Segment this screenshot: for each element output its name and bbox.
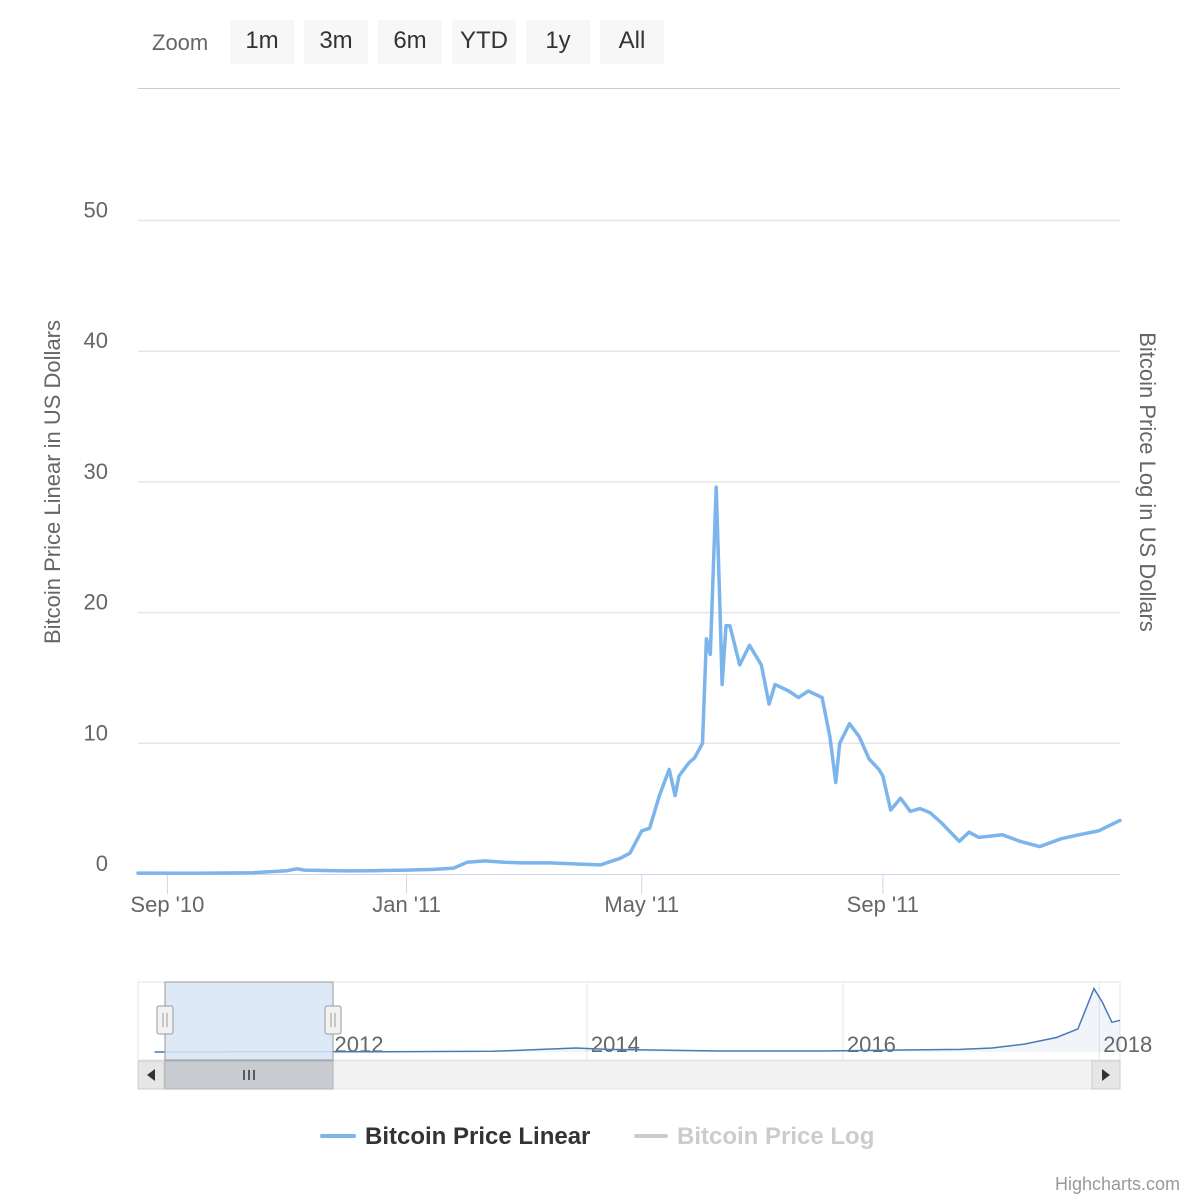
x-axis: Sep '10 Jan '11 May '11 Sep '11 xyxy=(130,874,1120,917)
legend-item-bitcoin-price-linear[interactable]: Bitcoin Price Linear xyxy=(320,1123,590,1150)
zoom-button-3m[interactable]: 3m xyxy=(304,20,368,64)
legend-label-log[interactable]: Bitcoin Price Log xyxy=(677,1123,874,1150)
zoom-button-1y-label[interactable]: 1y xyxy=(545,27,570,54)
y-gridlines xyxy=(138,219,1120,745)
navigator-selected-range[interactable] xyxy=(164,981,334,1061)
zoom-button-6m[interactable]: 6m xyxy=(378,20,442,64)
navigator-series-line xyxy=(154,986,1121,1053)
navigator-tick-label-2018: 2018 xyxy=(1103,1032,1152,1057)
navigator-gridlines: 2012 2014 2016 2018 xyxy=(330,982,1152,1060)
scrollbar-right-button[interactable] xyxy=(1091,1060,1121,1090)
zoom-button-all-bg[interactable] xyxy=(600,20,664,64)
zoom-button-6m-label[interactable]: 6m xyxy=(393,27,426,54)
zoom-button-ytd-label[interactable]: YTD xyxy=(460,27,508,54)
scroll-left-arrow-icon xyxy=(147,1069,155,1081)
navigator-series-area xyxy=(138,988,1120,1052)
scroll-right-arrow-icon xyxy=(1102,1069,1110,1081)
y-tick-label-40: 40 xyxy=(84,328,108,353)
zoom-button-all[interactable]: All xyxy=(600,20,664,64)
range-selector: Zoom 1m 3m 6m YTD 1y All xyxy=(152,20,664,64)
zoom-button-1y-bg[interactable] xyxy=(526,20,590,64)
zoom-button-3m-label[interactable]: 3m xyxy=(319,27,352,54)
x-tick-label-1: Jan '11 xyxy=(372,892,441,917)
y-tick-label-10: 10 xyxy=(84,720,108,745)
zoom-button-1m[interactable]: 1m xyxy=(230,20,294,64)
navigator-series-layer xyxy=(138,986,1121,1053)
y-axis-left-title: Bitcoin Price Linear in US Dollars xyxy=(40,320,65,644)
zoom-button-1m-label[interactable]: 1m xyxy=(245,27,278,54)
legend: Bitcoin Price Linear Bitcoin Price Log xyxy=(320,1123,874,1150)
y-axis-left-ticks: 0 10 20 30 40 50 xyxy=(84,198,108,877)
zoom-button-3m-bg[interactable] xyxy=(304,20,368,64)
y-tick-label-30: 30 xyxy=(84,459,108,484)
series-layer xyxy=(136,485,1122,875)
zoom-button-1m-bg[interactable] xyxy=(230,20,294,64)
series-line-bitcoin-price-linear[interactable] xyxy=(136,485,1122,875)
y-tick-label-0: 0 xyxy=(96,851,108,876)
x-tick-label-2: May '11 xyxy=(604,892,679,917)
y-tick-label-50: 50 xyxy=(84,198,108,223)
y-axis-right-title: Bitcoin Price Log in US Dollars xyxy=(1135,332,1160,632)
x-tick-label-0: Sep '10 xyxy=(130,892,204,917)
zoom-button-ytd-bg[interactable] xyxy=(452,20,516,64)
zoom-button-1y[interactable]: 1y xyxy=(526,20,590,64)
navigator[interactable]: 2012 2014 2016 2018 xyxy=(137,981,1152,1061)
zoom-button-ytd[interactable]: YTD xyxy=(452,20,516,64)
y-tick-label-20: 20 xyxy=(84,590,108,615)
navigator-handle-right-box[interactable] xyxy=(324,1005,342,1035)
legend-item-bitcoin-price-log[interactable]: Bitcoin Price Log xyxy=(634,1123,874,1150)
zoom-button-6m-bg[interactable] xyxy=(378,20,442,64)
legend-label-linear[interactable]: Bitcoin Price Linear xyxy=(365,1123,590,1150)
navigator-handle-right[interactable] xyxy=(324,1005,342,1035)
navigator-tick-label-2012: 2012 xyxy=(335,1032,384,1057)
x-tick-label-3: Sep '11 xyxy=(847,892,919,917)
navigator-handle-left-box[interactable] xyxy=(156,1005,174,1035)
zoom-label: Zoom xyxy=(152,30,208,55)
zoom-button-all-label[interactable]: All xyxy=(619,27,646,54)
navigator-tick-label-2016: 2016 xyxy=(847,1032,896,1057)
scrollbar[interactable] xyxy=(137,1060,1121,1090)
navigator-handle-left[interactable] xyxy=(156,1005,174,1035)
navigator-tick-label-2014: 2014 xyxy=(591,1032,640,1057)
credits-link[interactable]: Highcharts.com xyxy=(1055,1174,1180,1194)
